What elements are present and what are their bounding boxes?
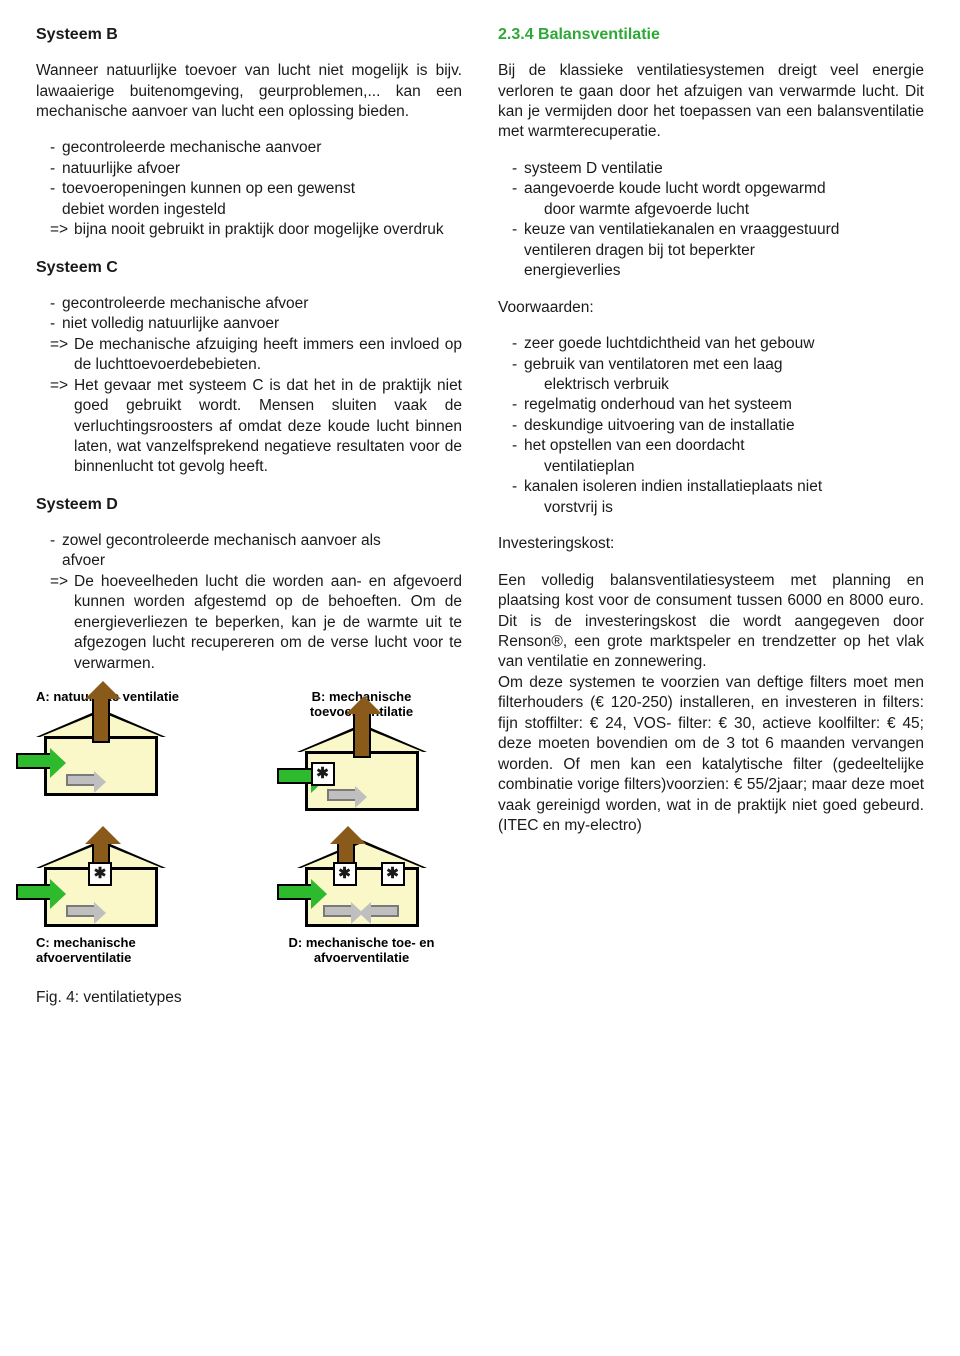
list-systeem-b: -gecontroleerde mechanische aanvoer -nat… <box>36 138 462 240</box>
list-voorwaarden: -zeer goede luchtdichtheid van het gebou… <box>498 334 924 518</box>
list-item: natuurlijke afvoer <box>62 159 462 179</box>
para-balans-intro: Bij de klassieke ventilatiesystemen drei… <box>498 61 924 143</box>
list-item: aangevoerde koude lucht wordt opgewarmd <box>524 179 924 199</box>
list-item: regelmatig onderhoud van het systeem <box>524 395 924 415</box>
heading-voorwaarden: Voorwaarden: <box>498 298 924 318</box>
fan-icon: ✱ <box>381 862 405 886</box>
heading-investeringskost: Investeringskost: <box>498 534 924 554</box>
list-item-arrow: De mechanische afzuiging heeft immers ee… <box>74 335 462 376</box>
list-item: het opstellen van een doordacht <box>524 436 924 456</box>
heading-systeem-d: Systeem D <box>36 494 462 515</box>
list-item: kanalen isoleren indien installatieplaat… <box>524 477 924 497</box>
fig-label-c: C: mechanischeafvoerventilatie <box>36 936 237 966</box>
figure-ventilation-types: A: natuurliike ventilatie B: mechanische… <box>36 690 462 1008</box>
list-item-cont: vorstvrij is <box>512 498 924 518</box>
fig-label-a: A: natuurliike ventilatie <box>36 690 237 705</box>
list-systeem-d: -zowel gecontroleerde mechanisch aanvoer… <box>36 531 462 674</box>
list-item-arrow: bijna nooit gebruikt in praktijk door mo… <box>74 220 462 240</box>
fan-icon: ✱ <box>333 862 357 886</box>
list-item-cont: ventileren dragen bij tot beperkter <box>524 241 924 261</box>
list-item-cont: debiet worden ingesteld <box>62 200 462 220</box>
list-item: gecontroleerde mechanische afvoer <box>62 294 462 314</box>
figure-caption: Fig. 4: ventilatietypes <box>36 988 462 1008</box>
list-item-cont: ventilatieplan <box>512 457 924 477</box>
right-column: 2.3.4 Balansventilatie Bij de klassieke … <box>498 24 924 1008</box>
list-item-arrow: Het gevaar met systeem C is dat het in d… <box>74 376 462 478</box>
para-invest-1: Een volledig balansventilatiesysteem met… <box>498 571 924 673</box>
list-item-cont: elektrisch verbruik <box>512 375 924 395</box>
heading-systeem-c: Systeem C <box>36 257 462 278</box>
house-diagram-b: ✱ <box>297 724 427 814</box>
left-column: Systeem B Wanneer natuurlijke toevoer va… <box>36 24 462 1008</box>
list-item: zowel gecontroleerde mechanisch aanvoer … <box>62 531 462 551</box>
list-item-cont: afvoer <box>62 551 462 571</box>
house-diagram-a <box>36 709 166 799</box>
fan-icon: ✱ <box>88 862 112 886</box>
list-item-cont: energieverlies <box>524 261 924 281</box>
fig-label-d: D: mechanische toe- enafvoerventilatie <box>261 936 462 966</box>
list-item-cont: door warmte afgevoerde lucht <box>512 200 924 220</box>
list-systeem-c: -gecontroleerde mechanische afvoer -niet… <box>36 294 462 478</box>
house-diagram-c: ✱ <box>36 840 166 930</box>
list-item: systeem D ventilatie <box>524 159 924 179</box>
list-item: niet volledig natuurlijke aanvoer <box>62 314 462 334</box>
house-diagram-d: ✱ ✱ <box>297 840 427 930</box>
list-item: toevoeropeningen kunnen op een gewenst <box>62 179 462 199</box>
heading-systeem-b: Systeem B <box>36 24 462 45</box>
list-item: gecontroleerde mechanische aanvoer <box>62 138 462 158</box>
list-item: keuze van ventilatiekanalen en vraaggest… <box>524 220 924 240</box>
list-item: zeer goede luchtdichtheid van het gebouw <box>524 334 924 354</box>
list-item: deskundige uitvoering van de installatie <box>524 416 924 436</box>
page-columns: Systeem B Wanneer natuurlijke toevoer va… <box>36 24 924 1008</box>
list-item-arrow: De hoeveelheden lucht die worden aan- en… <box>74 572 462 674</box>
list-item: gebruik van ventilatoren met een laag <box>524 355 924 375</box>
list-balans-features: -systeem D ventilatie -aangevoerde koude… <box>498 159 924 282</box>
heading-balansventilatie: 2.3.4 Balansventilatie <box>498 24 924 45</box>
para-invest-2: Om deze systemen te voorzien van deftige… <box>498 673 924 837</box>
para-systeem-b-intro: Wanneer natuurlijke toevoer van lucht ni… <box>36 61 462 122</box>
fan-icon: ✱ <box>311 762 335 786</box>
